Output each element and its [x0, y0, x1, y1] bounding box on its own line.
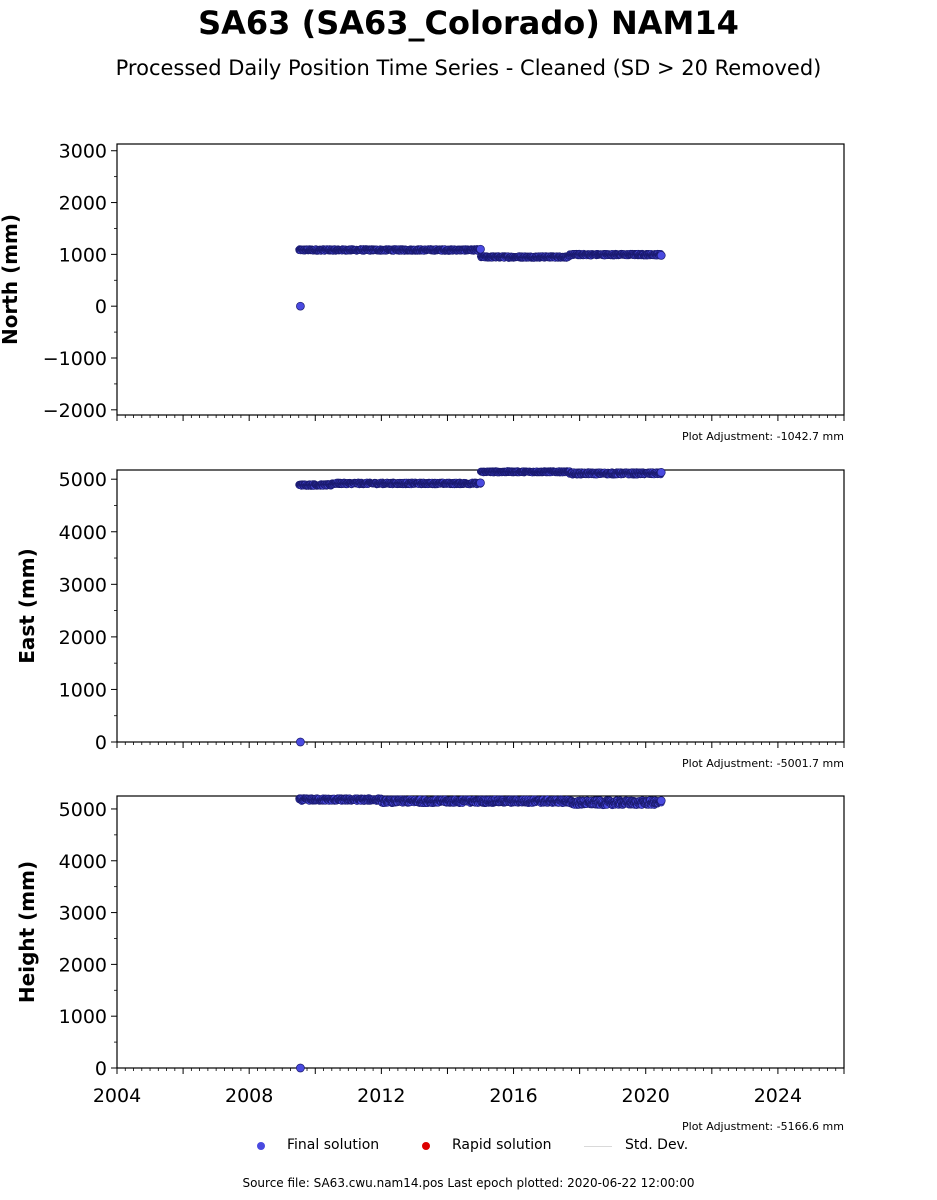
data-point: [296, 737, 305, 747]
page-title: SA63 (SA63_Colorado) NAM14: [198, 4, 739, 42]
y-tick-label: 2000: [59, 193, 107, 215]
y-axis-label: North (mm): [0, 214, 22, 345]
y-tick-label: 3000: [59, 903, 107, 925]
y-tick-label: 0: [95, 296, 107, 318]
legend: Final solution Rapid solution Std. Dev.: [0, 1137, 937, 1157]
data-point: [476, 478, 485, 488]
data-point: [656, 251, 666, 260]
legend-rapid-marker: [422, 1142, 430, 1150]
legend-final-label: Final solution: [287, 1137, 380, 1153]
x-tick-label: 2024: [754, 1085, 802, 1107]
x-tick-label: 2012: [357, 1085, 405, 1107]
y-tick-label: 4000: [59, 851, 107, 873]
y-tick-label: 4000: [59, 522, 107, 544]
plot-frame-0: [116, 143, 845, 416]
page-subtitle: Processed Daily Position Time Series - C…: [115, 56, 822, 80]
source-note: Source file: SA63.cwu.nam14.pos Last epo…: [242, 1176, 695, 1190]
x-tick-label: 2020: [622, 1085, 670, 1107]
data-point: [296, 1063, 305, 1073]
y-tick-label: 3000: [59, 141, 107, 163]
y-tick-label: 0: [95, 1058, 107, 1080]
y-tick-label: 1000: [59, 244, 107, 266]
y-tick-label: 3000: [59, 574, 107, 596]
y-tick-label: 5000: [59, 469, 107, 491]
y-tick-label: 2000: [59, 627, 107, 649]
x-tick-label: 2004: [93, 1085, 141, 1107]
legend-std-label: Std. Dev.: [625, 1137, 689, 1153]
y-tick-label: −2000: [43, 400, 107, 422]
y-tick-label: 5000: [59, 799, 107, 821]
legend-final-marker: [257, 1142, 265, 1150]
y-axis-label: East (mm): [15, 548, 39, 664]
x-tick-label: 2016: [489, 1085, 537, 1107]
data-point: [656, 468, 666, 477]
plot-frame-2: [116, 795, 845, 1069]
y-tick-label: 1000: [59, 679, 107, 701]
legend-rapid-label: Rapid solution: [452, 1137, 552, 1153]
data-point: [476, 244, 485, 254]
y-tick-label: 2000: [59, 954, 107, 976]
y-tick-label: 1000: [59, 1006, 107, 1028]
data-point: [656, 796, 666, 806]
x-tick-label: 2008: [225, 1085, 273, 1107]
data-point: [296, 301, 305, 311]
y-axis-label: Height (mm): [15, 861, 39, 1003]
plot-frame-1: [116, 469, 845, 743]
y-tick-label: 0: [95, 732, 107, 754]
legend-std-line: [584, 1146, 612, 1147]
plot-adjustment-note: Plot Adjustment: -1042.7 mm: [682, 430, 844, 443]
plot-adjustment-note: Plot Adjustment: -5166.6 mm: [682, 1120, 844, 1133]
plot-adjustment-note: Plot Adjustment: -5001.7 mm: [682, 757, 844, 770]
y-tick-label: −1000: [43, 348, 107, 370]
